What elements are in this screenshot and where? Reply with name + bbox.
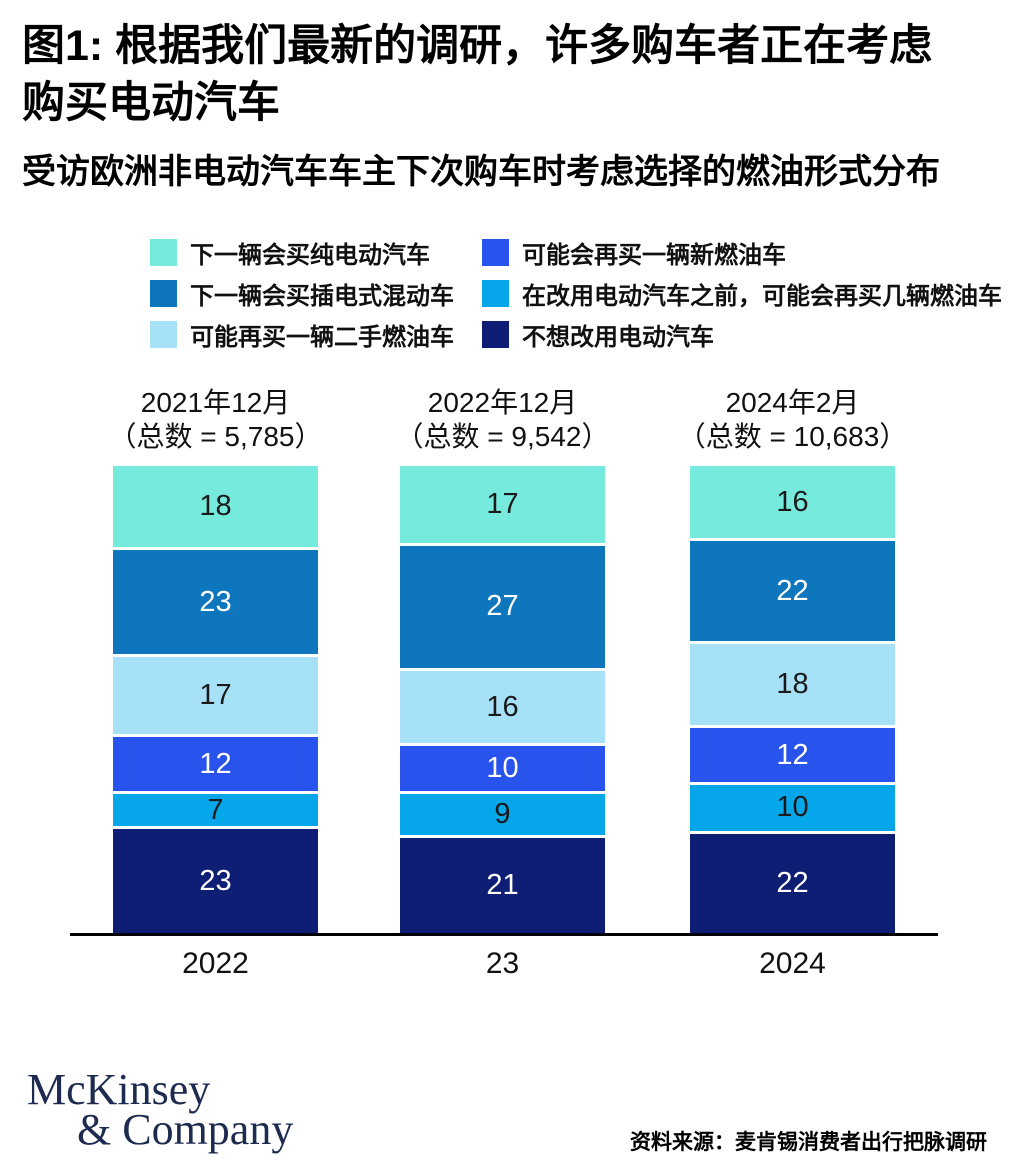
bar-group: 2024年2月 （总数 = 10,683） 16 22 18 12 10 22 2024 xyxy=(678,384,908,989)
legend-label: 在改用电动汽车之前，可能会再买几辆燃油车 xyxy=(522,283,1002,310)
chart: 2021年12月 （总数 = 5,785） 18 23 17 12 7 23 2022 2022年… xyxy=(0,384,1015,994)
stacked-bar: 16 22 18 12 10 22 xyxy=(690,466,895,933)
bar-segment: 23 xyxy=(113,550,318,655)
column-header-total: （总数 = 5,785） xyxy=(108,421,323,452)
bar-segment: 22 xyxy=(690,833,895,933)
legend-color-swatch xyxy=(150,280,177,307)
legend-label: 可能再买一辆二手燃油车 xyxy=(190,324,454,351)
bar-segment: 18 xyxy=(113,466,318,548)
x-axis-label: 23 xyxy=(485,947,520,980)
legend: 下一辆会买纯电动汽车 下一辆会买插电式混动车 可能再买一辆二手燃油车 可能会再买一辆新… xyxy=(150,239,1002,351)
bar-segment: 12 xyxy=(690,728,895,783)
legend-color-swatch xyxy=(150,239,177,266)
x-axis-label: 2022 xyxy=(182,947,249,980)
legend-item: 下一辆会买纯电动汽车 xyxy=(150,239,482,269)
mckinsey-logo: McKinsey & Company xyxy=(27,1065,294,1154)
bar-segment: 21 xyxy=(400,838,605,934)
column-header-period: 2021年12月 xyxy=(140,387,291,418)
figure-title-line1: 图1: 根据我们最新的调研，许多购车者正在考虑 xyxy=(22,22,933,70)
legend-label: 下一辆会买纯电动汽车 xyxy=(190,242,430,269)
bar-segment: 22 xyxy=(690,541,895,641)
bar-segment: 17 xyxy=(400,466,605,543)
legend-color-swatch xyxy=(482,280,509,307)
legend-item: 在改用电动汽车之前，可能会再买几辆燃油车 xyxy=(482,280,1002,310)
column-header-period: 2024年2月 xyxy=(725,387,860,418)
figure-title-line2: 购买电动汽车 xyxy=(22,79,280,127)
logo-line2: & Company xyxy=(77,1105,294,1154)
stacked-bar: 18 23 17 12 7 23 xyxy=(113,466,318,933)
bar-segment: 18 xyxy=(690,643,895,726)
column-header: 2022年12月 （总数 = 9,542） xyxy=(396,386,610,454)
column-header: 2024年2月 （总数 = 10,683） xyxy=(678,386,908,454)
figure-title: 图1: 根据我们最新的调研，许多购车者正在考虑 购买电动汽车 xyxy=(22,18,972,132)
bar-segment: 16 xyxy=(690,466,895,539)
legend-label: 下一辆会买插电式混动车 xyxy=(190,283,454,310)
bar-segment: 27 xyxy=(400,545,605,668)
legend-label: 不想改用电动汽车 xyxy=(522,324,714,351)
bar-group: 2021年12月 （总数 = 5,785） 18 23 17 12 7 23 2022 xyxy=(109,384,323,989)
bar-segment: 10 xyxy=(690,785,895,831)
bar-segment: 7 xyxy=(113,794,318,827)
column-header-period: 2022年12月 xyxy=(427,387,578,418)
legend-item: 不想改用电动汽车 xyxy=(482,321,1002,351)
x-axis-line xyxy=(70,933,938,936)
bar-group: 2022年12月 （总数 = 9,542） 17 27 16 10 9 21 23 xyxy=(396,384,610,989)
x-axis-label: 2024 xyxy=(759,947,826,980)
column-header-total: （总数 = 9,542） xyxy=(395,421,610,452)
bar-segment: 16 xyxy=(400,670,605,744)
source-note: 资料来源：麦肯锡消费者出行把脉调研 xyxy=(630,1131,987,1154)
column-header: 2021年12月 （总数 = 5,785） xyxy=(109,386,323,454)
legend-color-swatch xyxy=(482,321,509,348)
figure-subtitle: 受访欧洲非电动汽车车主下次购车时考虑选择的燃油形式分布 xyxy=(22,153,940,191)
legend-label: 可能会再买一辆新燃油车 xyxy=(522,242,786,269)
legend-color-swatch xyxy=(150,321,177,348)
column-header-total: （总数 = 10,683） xyxy=(677,421,908,452)
legend-item: 下一辆会买插电式混动车 xyxy=(150,280,482,310)
legend-item: 可能会再买一辆新燃油车 xyxy=(482,239,1002,269)
stacked-bar: 17 27 16 10 9 21 xyxy=(400,466,605,934)
logo-line1: McKinsey xyxy=(27,1065,211,1114)
bar-segment: 12 xyxy=(113,737,318,792)
legend-color-swatch xyxy=(482,239,509,266)
bar-segment: 9 xyxy=(400,794,605,836)
bar-segment: 10 xyxy=(400,746,605,792)
bar-segment: 23 xyxy=(113,829,318,933)
legend-item: 可能再买一辆二手燃油车 xyxy=(150,321,482,351)
bar-segment: 17 xyxy=(113,657,318,735)
